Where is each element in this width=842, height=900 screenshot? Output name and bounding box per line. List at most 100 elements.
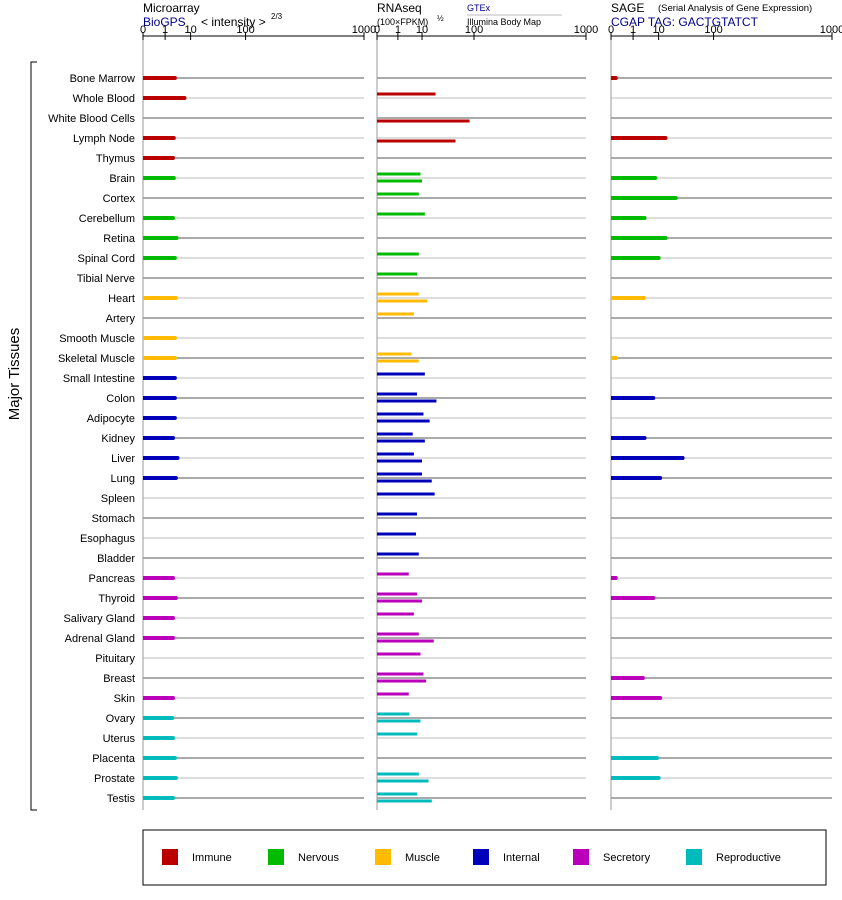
tissue-axis: Major Tissues: [6, 61, 37, 811]
sage-tag: CGAP TAG: GACTGTATCT: [611, 15, 759, 29]
rnaseq-tick-label-0: 0: [374, 24, 380, 36]
rnaseq-bar-esophagus-s1: [377, 532, 417, 536]
microarray-bar-cap-salivary-gland: [170, 616, 175, 620]
rnaseq-bar-white-blood-cells-s2: [377, 119, 470, 123]
rnaseq-bar-skin-s1: [377, 692, 409, 696]
rnaseq-header: RNAseq (100×FPKM) ½ GTEx Illumina Body M…: [377, 1, 562, 27]
microarray-source: BioGPS: [143, 15, 186, 29]
rnaseq-bar-cerebellum-s1: [377, 212, 425, 216]
microarray-bar-cap-testis: [170, 796, 175, 800]
rnaseq-bar-lung-s1: [377, 472, 423, 476]
rnaseq-bar-prostate-s2: [377, 779, 429, 783]
microarray-bar-testis: [143, 796, 173, 800]
microarray-title: Microarray: [143, 1, 200, 15]
microarray-bar-cap-adrenal-gland: [170, 636, 175, 640]
rnaseq-bar-adrenal-gland-s1: [377, 632, 419, 636]
sage-bar-brain: [611, 176, 656, 180]
rnaseq-bar-adipocyte-s2: [377, 419, 430, 423]
microarray-unit-exponent: 2/3: [271, 12, 283, 21]
sage-bar-cap-thyroid: [651, 596, 656, 600]
rnaseq-bar-spinal-cord-s1: [377, 252, 419, 256]
tissue-label-kidney: Kidney: [101, 433, 135, 445]
rnaseq-bar-uterus-s1: [377, 732, 417, 736]
microarray-bar-cap-ovary: [170, 716, 175, 720]
sage-bar-skin: [611, 696, 661, 700]
legend-swatch-internal: [473, 849, 489, 865]
tissue-label-lung: Lung: [111, 473, 135, 485]
rnaseq-tick-label-1000: 1000: [574, 24, 598, 36]
microarray-tick-label-1: 1: [162, 24, 168, 36]
tissue-label-artery: Artery: [106, 313, 136, 325]
sage-bar-kidney: [611, 436, 645, 440]
tissue-bracket: [30, 61, 37, 811]
legend-label-internal: Internal: [503, 852, 540, 864]
rnaseq-bar-adrenal-gland-s2: [377, 639, 434, 643]
legend-label-secretory: Secretory: [603, 852, 651, 864]
microarray-bar-adrenal-gland: [143, 636, 173, 640]
rnaseq-bar-kidney-s2: [377, 439, 425, 443]
sage-bar-cap-cortex: [673, 196, 678, 200]
microarray-bar-cap-whole-blood: [182, 96, 187, 100]
microarray-bar-skin: [143, 696, 173, 700]
legend-swatch-immune: [162, 849, 178, 865]
tissue-label-placenta: Placenta: [92, 753, 136, 765]
microarray-bar-spinal-cord: [143, 256, 175, 260]
microarray-bar-cap-uterus: [170, 736, 175, 740]
rnaseq-bar-stomach-s1: [377, 512, 417, 516]
rnaseq-bar-heart-s2: [377, 299, 428, 303]
tissue-label-tibial-nerve: Tibial Nerve: [77, 273, 135, 285]
microarray-tick-label-10: 10: [184, 24, 196, 36]
microarray-panel: 0 1 10 100 1000: [140, 24, 376, 810]
microarray-bar-cap-skeletal-muscle: [172, 356, 177, 360]
sage-bar-cap-cerebellum: [642, 216, 647, 220]
microarray-bar-bone-marrow: [143, 76, 175, 80]
rnaseq-title: RNAseq: [377, 1, 422, 15]
microarray-bar-cap-liver: [175, 456, 180, 460]
microarray-bar-lymph-node: [143, 136, 174, 140]
microarray-tick-label-1000: 1000: [352, 24, 376, 36]
sage-bar-cap-placenta: [654, 756, 659, 760]
rnaseq-bar-pituitary-s1: [377, 652, 421, 656]
tissue-label-thymus: Thymus: [96, 153, 136, 165]
legend: Immune Nervous Muscle Internal Secretory Repr…: [162, 849, 781, 865]
sage-tick-label-1: 1: [630, 24, 636, 36]
tissue-label-adrenal-gland: Adrenal Gland: [65, 633, 135, 645]
sage-bar-lymph-node: [611, 136, 666, 140]
sage-bar-breast: [611, 676, 643, 680]
tissue-label-stomach: Stomach: [92, 513, 135, 525]
sage-bar-heart: [611, 296, 644, 300]
tissue-label-pancreas: Pancreas: [89, 573, 136, 585]
microarray-bar-smooth-muscle: [143, 336, 175, 340]
rnaseq-bar-pancreas-s1: [377, 572, 409, 576]
microarray-bar-lung: [143, 476, 176, 480]
microarray-bar-small-intestine: [143, 376, 175, 380]
sage-bar-skeletal-muscle: [611, 356, 616, 360]
rnaseq-bar-tibial-nerve-s1: [377, 272, 417, 276]
rnaseq-bar-breast-s2: [377, 679, 427, 683]
tissue-label-breast: Breast: [103, 673, 135, 685]
sage-bar-cerebellum: [611, 216, 645, 220]
sage-bar-cap-lymph-node: [663, 136, 668, 140]
microarray-bar-cap-bone-marrow: [172, 76, 177, 80]
microarray-bar-salivary-gland: [143, 616, 173, 620]
legend-label-muscle: Muscle: [405, 852, 440, 864]
tissue-label-brain: Brain: [109, 173, 135, 185]
tissue-label-colon: Colon: [106, 393, 135, 405]
microarray-bar-cap-small-intestine: [172, 376, 177, 380]
tissue-label-skeletal-muscle: Skeletal Muscle: [58, 353, 135, 365]
microarray-bar-cap-kidney: [170, 436, 175, 440]
sage-bar-cap-brain: [653, 176, 658, 180]
sage-bar-liver: [611, 456, 683, 460]
sage-bar-cap-heart: [641, 296, 646, 300]
legend-label-nervous: Nervous: [298, 852, 339, 864]
tissue-label-salivary-gland: Salivary Gland: [63, 613, 135, 625]
microarray-bar-cap-spinal-cord: [172, 256, 177, 260]
y-axis-label: Major Tissues: [6, 328, 23, 421]
microarray-bar-liver: [143, 456, 178, 460]
tissue-label-smooth-muscle: Smooth Muscle: [59, 333, 135, 345]
sage-tick-label-1000: 1000: [820, 24, 842, 36]
microarray-bar-kidney: [143, 436, 173, 440]
tissue-label-cerebellum: Cerebellum: [79, 213, 135, 225]
rnaseq-bar-breast-s1: [377, 672, 424, 676]
tissue-label-bone-marrow: Bone Marrow: [70, 73, 135, 85]
